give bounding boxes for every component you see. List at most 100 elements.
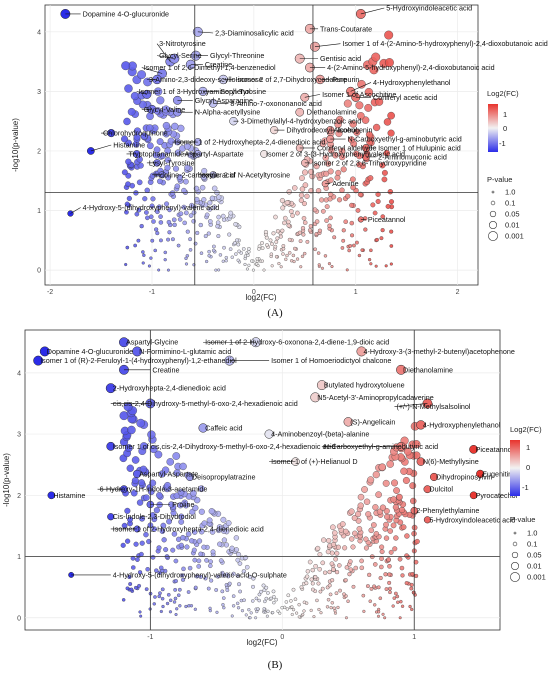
data-point	[272, 600, 276, 605]
data-point	[302, 609, 306, 613]
size-legend-a: 1.0 0.1 0.05 0.01 0.001	[488, 188, 524, 241]
data-point	[198, 528, 205, 535]
size-legend-circle	[489, 210, 497, 218]
point-label: Isomer 1 of Hulupinic acid	[378, 143, 461, 152]
data-point	[170, 237, 175, 242]
data-point	[172, 600, 177, 604]
data-point	[379, 544, 385, 550]
point-label: Glycyl-Serine	[159, 51, 202, 60]
data-point	[388, 590, 392, 595]
data-point	[241, 247, 246, 251]
data-point	[158, 565, 164, 571]
data-point	[154, 568, 159, 573]
data-point	[166, 592, 171, 597]
data-point	[307, 559, 313, 565]
data-point	[372, 210, 378, 216]
data-point	[255, 262, 259, 266]
labeled-point	[476, 469, 485, 478]
data-point	[192, 504, 199, 512]
data-point	[364, 103, 373, 112]
data-point	[316, 581, 321, 586]
labeled-point	[119, 337, 129, 348]
data-point	[254, 596, 259, 601]
data-point	[167, 207, 172, 213]
data-point	[316, 251, 321, 255]
data-point	[372, 504, 379, 511]
data-point	[121, 169, 128, 176]
size-legend-circle	[510, 561, 519, 570]
data-point	[410, 497, 417, 505]
data-point	[319, 611, 323, 615]
data-point	[232, 241, 237, 245]
data-point	[310, 581, 315, 586]
data-point	[259, 589, 263, 594]
data-point	[282, 215, 288, 221]
data-point	[399, 599, 403, 604]
data-point	[184, 604, 188, 609]
point-label: N(6)-Methyllysine	[423, 457, 479, 466]
point-label: Glycyl-Asparagine	[195, 96, 253, 105]
data-point	[215, 224, 220, 229]
data-point	[355, 511, 362, 518]
data-point	[243, 555, 249, 560]
data-point	[177, 587, 182, 592]
data-point	[173, 558, 179, 564]
x-axis-label-b: log2(FC)	[246, 638, 277, 647]
data-point	[188, 237, 193, 242]
data-point	[171, 217, 177, 222]
data-point	[308, 188, 314, 194]
point-label: 4-(2-Amino-5-hydroxyphenyl)-2,4-dioxobut…	[327, 63, 494, 72]
data-point	[264, 585, 269, 590]
point-label: 2,3-Diaminosalicylic acid	[215, 29, 294, 38]
data-point	[398, 506, 406, 514]
point-label: Coniferyl aldehyde	[317, 143, 377, 152]
data-point	[235, 238, 239, 243]
data-point	[369, 586, 374, 591]
data-point	[188, 213, 194, 218]
data-point	[143, 531, 149, 538]
leader-line	[350, 82, 372, 92]
data-point	[153, 146, 161, 153]
leader-line	[136, 91, 147, 95]
data-point	[317, 228, 322, 233]
data-point	[153, 87, 163, 96]
data-point	[350, 233, 355, 238]
data-point	[123, 117, 131, 126]
size-legend-label: 0.05	[505, 210, 520, 219]
data-point	[184, 262, 189, 266]
data-point	[321, 537, 327, 543]
data-point	[287, 251, 292, 255]
data-point	[381, 612, 385, 616]
data-point	[214, 588, 219, 592]
data-point	[220, 589, 225, 594]
data-point	[220, 570, 225, 576]
data-point	[328, 191, 334, 197]
labeled-point	[132, 346, 143, 357]
point-label: 3-Dimethylallyl-4-hydroxybenzoic acid	[241, 117, 362, 126]
point-label: Glycyl-Valine	[144, 105, 185, 114]
data-point	[330, 601, 335, 605]
data-point	[166, 458, 175, 466]
data-point	[216, 194, 222, 200]
data-point	[139, 442, 148, 451]
data-point	[183, 178, 189, 185]
data-point	[208, 219, 213, 224]
data-point	[234, 547, 239, 553]
data-point	[200, 174, 207, 180]
data-point	[141, 250, 145, 254]
data-point	[166, 268, 170, 272]
data-point	[326, 597, 331, 602]
data-point	[387, 129, 395, 137]
data-point	[404, 553, 409, 559]
data-point	[159, 152, 166, 159]
data-point	[156, 96, 165, 105]
data-point	[340, 246, 345, 250]
data-point	[188, 248, 193, 252]
data-point	[365, 584, 370, 589]
data-point	[164, 156, 172, 164]
data-point	[389, 229, 394, 234]
data-point	[281, 252, 285, 256]
data-point	[305, 574, 310, 579]
data-point	[328, 592, 333, 597]
